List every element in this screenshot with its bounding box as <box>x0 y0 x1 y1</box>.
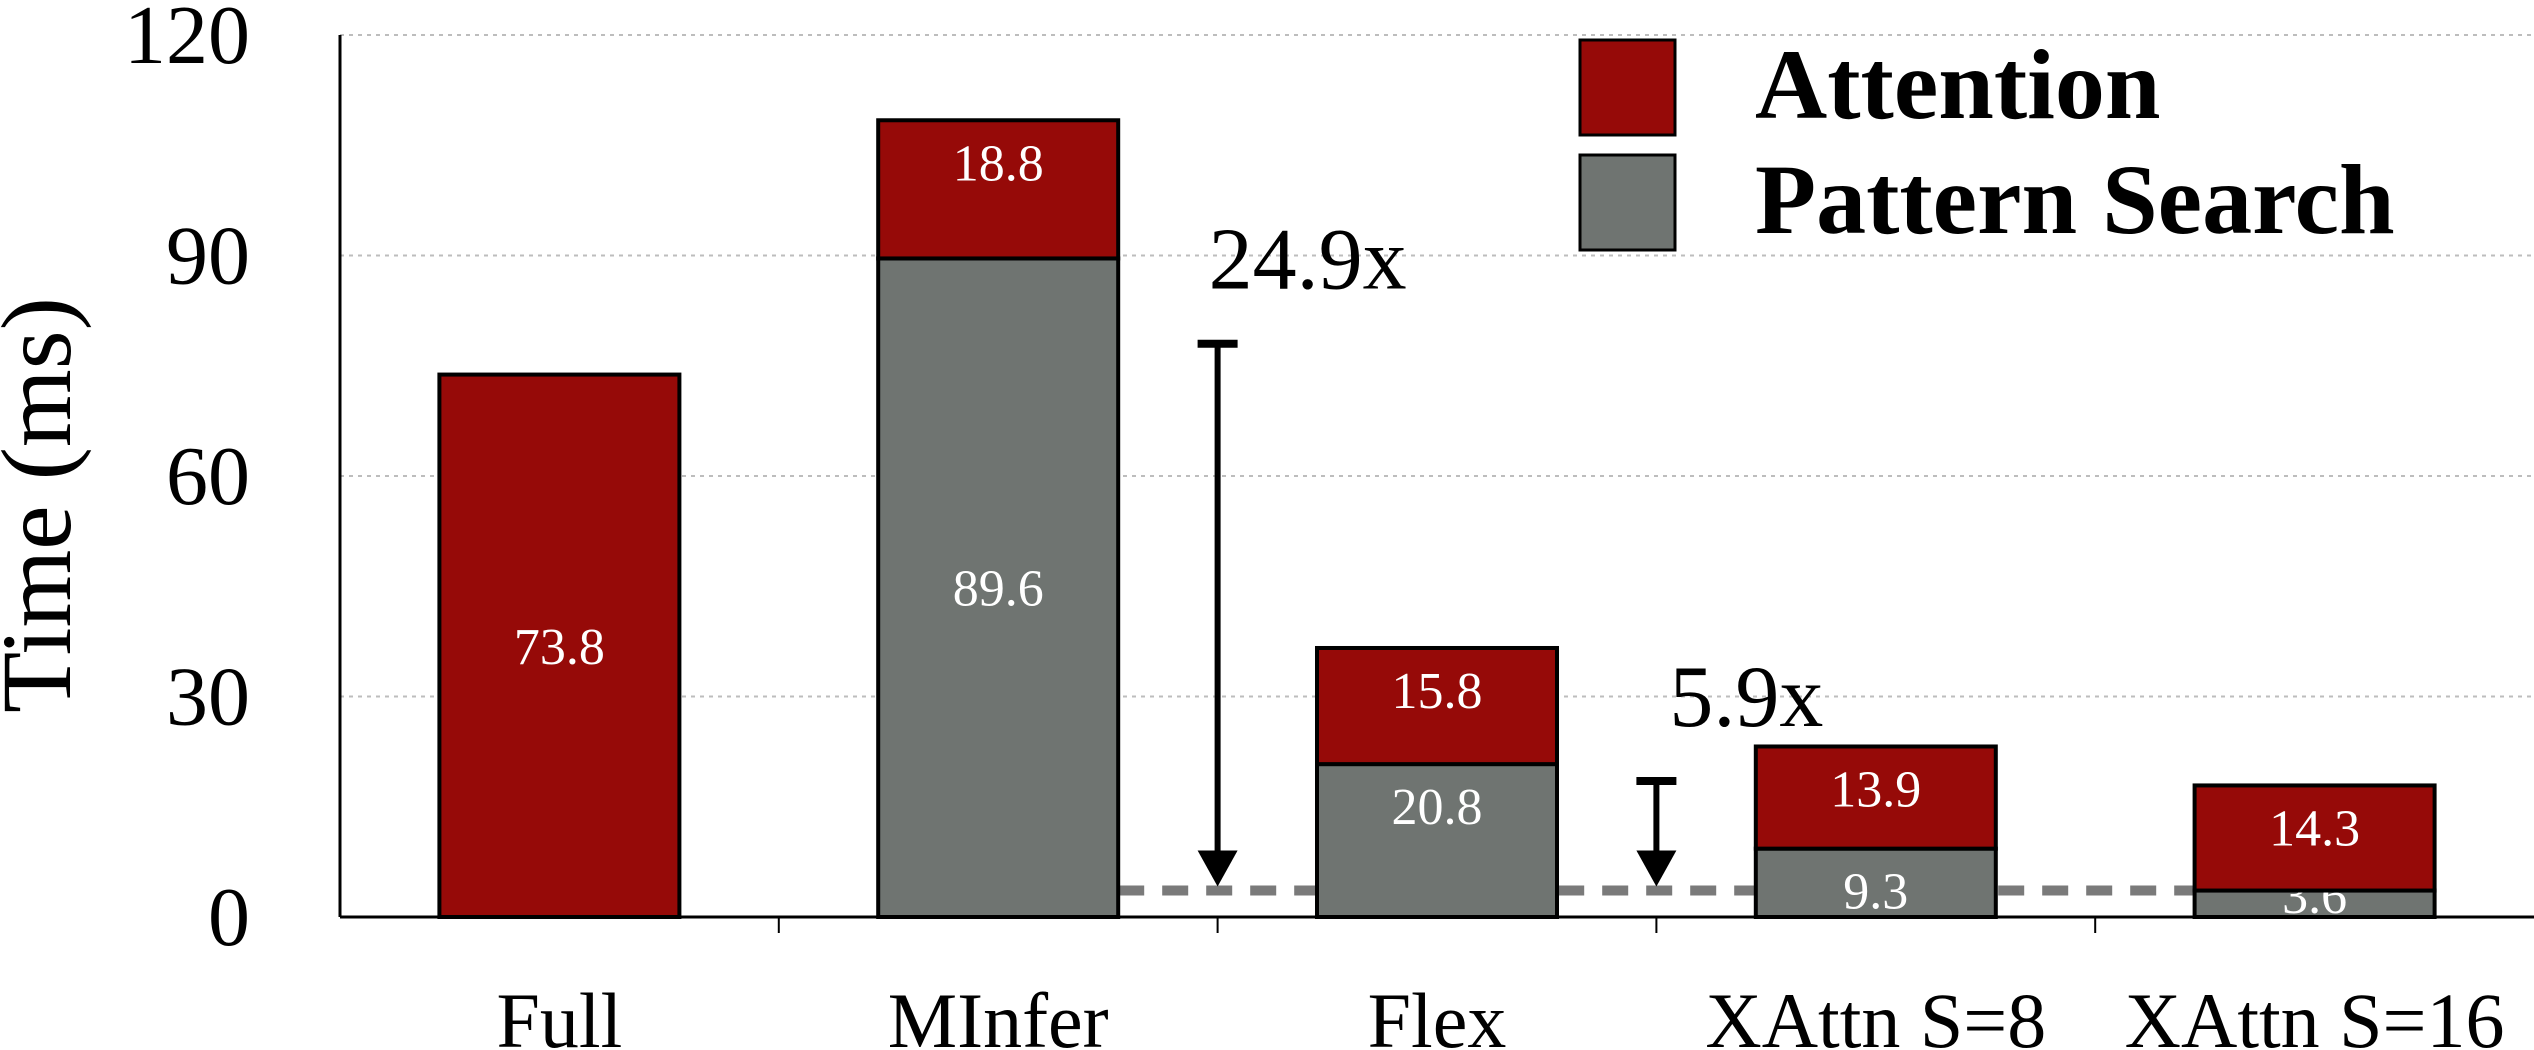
speedup-annotations: 24.9x 5.9x <box>1197 212 1823 887</box>
x-tick-label: Full <box>497 977 623 1050</box>
y-tick-label: 90 <box>166 210 250 303</box>
data-label: 13.9 <box>1830 761 1921 818</box>
legend-swatch <box>1578 38 1677 137</box>
bar-attention <box>437 372 682 919</box>
data-label: 14.3 <box>2269 800 2360 857</box>
data-label: 9.3 <box>1843 864 1908 921</box>
y-tick-label: 120 <box>124 0 250 82</box>
bar-attention <box>1315 645 1559 767</box>
x-tick-label: Flex <box>1368 977 1507 1050</box>
data-label: 73.8 <box>514 619 605 676</box>
bars: 73.889.618.820.815.89.313.93.614.3 <box>437 118 2437 925</box>
x-tick-label: MInfer <box>888 977 1109 1050</box>
data-label: 15.8 <box>1392 663 1483 720</box>
legend-entry: Pattern Search <box>1755 144 2395 255</box>
speedup-label: 24.9x <box>1209 212 1407 309</box>
bar-pattern-search <box>1753 846 1998 920</box>
bar-attention <box>1753 744 1998 851</box>
data-label: 89.6 <box>953 561 1044 618</box>
y-tick-label: 60 <box>166 430 250 523</box>
x-tick-label: XAttn S=8 <box>1705 977 2046 1050</box>
x-tick-label: XAttn S=16 <box>2125 977 2505 1050</box>
bar-attention <box>876 118 1121 261</box>
data-label: 20.8 <box>1392 779 1483 836</box>
bar-pattern-search <box>876 256 1121 919</box>
speedup-label: 5.9x <box>1669 649 1823 746</box>
bar-attention <box>2192 783 2437 893</box>
legend-swatch <box>1578 153 1677 252</box>
axes: 0 30 60 90 120 Full MInfer Flex XAttn S=8 XAttn S… <box>124 0 2534 1050</box>
annotation-arrow-head <box>1636 850 1677 887</box>
annotation-arrow-head <box>1197 850 1238 887</box>
y-axis-label: Time (ms) <box>0 297 92 713</box>
legend-entry: Attention <box>1755 29 2161 140</box>
y-tick-label: 0 <box>208 871 250 964</box>
grid-lines <box>340 34 2534 698</box>
data-label: 18.8 <box>953 135 1044 192</box>
y-tick-label: 30 <box>166 651 250 744</box>
